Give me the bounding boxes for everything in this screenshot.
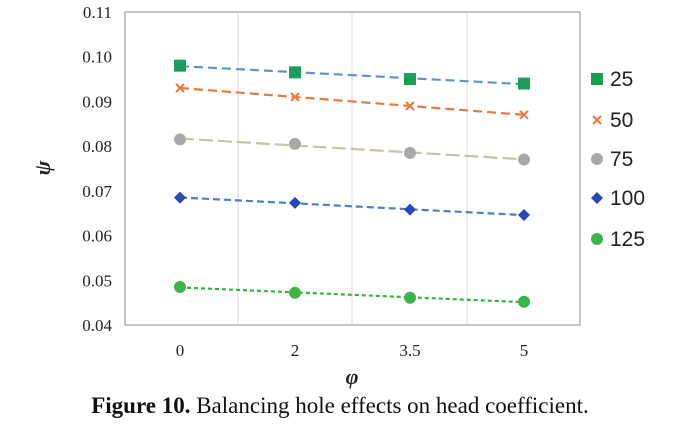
legend-label-50: 50 [610,109,633,132]
data-point-100 [404,203,416,216]
legend-marker-50 [592,115,602,125]
data-point-75 [404,146,416,159]
grid [237,12,468,325]
data-point-25 [404,73,416,86]
data-point-75 [518,153,530,166]
legend-label-75: 75 [610,148,633,171]
chart: 0.040.050.060.070.080.090.100.11 0 2 3.5 5 … [30,3,645,389]
legend-marker-125 [591,233,603,245]
data-point-100 [518,209,530,222]
legend: 25 50 75 100 125 [591,68,645,251]
trendline-100 [179,196,525,217]
data-point-100 [289,196,301,209]
trendline-50 [179,86,525,116]
y-tick-label: 0.09 [82,92,112,111]
legend-label-125: 125 [610,228,645,251]
y-tick-label: 0.05 [82,271,112,290]
x-tick-label: 3.5 [399,341,420,360]
data-point-50 [290,92,300,102]
trendline-125 [179,286,525,304]
y-tick-label: 0.07 [82,182,112,201]
data-point-125 [289,286,301,299]
y-tick-label: 0.10 [82,48,112,67]
y-tick-label: 0.04 [82,316,112,335]
legend-marker-75 [591,153,603,165]
figure-caption: Figure 10. Balancing hole effects on hea… [0,393,680,419]
x-tick-label: 5 [520,341,529,360]
trendline-25 [179,65,525,86]
markers [174,59,530,308]
data-point-50 [405,101,415,111]
data-point-125 [518,295,530,308]
x-tick-label: 0 [176,341,185,360]
x-tick-label: 2 [291,341,300,360]
legend-label-100: 100 [610,187,645,210]
data-point-100 [174,191,186,204]
data-point-25 [174,59,186,72]
y-tick-label: 0.08 [82,137,112,156]
legend-label-25: 25 [610,68,633,91]
y-axis-ticks: 0.04 0.05 0.06 0.07 0.08 0.09 0.10 0.11 [82,3,112,335]
data-point-50 [175,83,185,93]
data-point-125 [174,280,186,293]
trendlines [179,65,525,304]
y-tick-label: 0.06 [82,227,112,246]
y-tick-label: 0.11 [83,3,112,22]
data-point-25 [518,77,530,90]
legend-marker-100 [591,192,603,204]
data-point-50 [519,110,529,120]
legend-marker-25 [591,73,603,85]
data-point-75 [174,133,186,146]
x-axis-title: φ [346,364,359,389]
data-point-125 [404,291,416,304]
y-axis-title: ψ [30,160,55,175]
data-point-25 [289,66,301,79]
caption-text: Balancing hole effects on head coefficie… [190,393,589,418]
trendline-75 [179,137,525,161]
x-axis-ticks: 0 2 3.5 5 [176,341,529,360]
caption-label: Figure 10. [91,393,191,418]
data-point-75 [289,137,301,150]
